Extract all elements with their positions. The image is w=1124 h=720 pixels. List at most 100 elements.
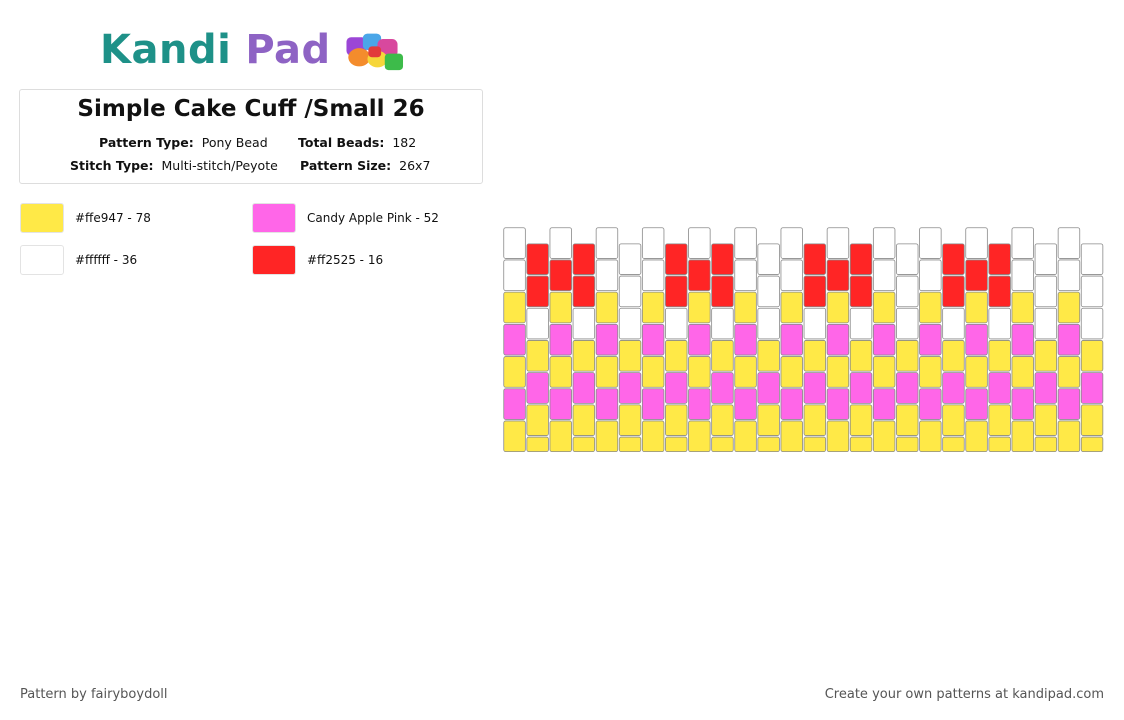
bead: [1057, 388, 1081, 420]
bead: [780, 227, 803, 259]
bead: [803, 372, 827, 404]
bead: [919, 291, 942, 324]
bead: [641, 388, 665, 420]
bead: [641, 291, 665, 324]
bead: [618, 404, 642, 436]
bead: [965, 388, 988, 420]
bead: [826, 291, 850, 324]
bead: [734, 227, 757, 259]
bead: [849, 372, 873, 404]
bead: [618, 275, 642, 308]
bead: [688, 388, 711, 420]
bead: [780, 323, 803, 356]
bead: [595, 323, 619, 356]
bead: [503, 420, 526, 453]
bead: [965, 420, 988, 453]
bead: [526, 436, 549, 453]
bead: [641, 323, 665, 356]
bead: [803, 243, 827, 275]
stitch-type-row: Stitch Type: Multi-stitch/Peyote: [70, 158, 278, 173]
bead: [1057, 291, 1081, 324]
bead: [780, 388, 803, 420]
bead: [896, 404, 919, 436]
bead: [503, 356, 526, 388]
bead: [734, 259, 757, 292]
bead: [641, 356, 665, 388]
bead: [872, 356, 896, 388]
bead: [572, 436, 596, 453]
bead: [757, 340, 780, 372]
bead: [757, 307, 780, 340]
pattern-type-label: Pattern Type:: [99, 135, 194, 150]
bead: [780, 420, 803, 453]
author-credit: Pattern by fairyboydoll: [20, 687, 168, 702]
color-swatch: [252, 245, 296, 275]
bead: [1034, 275, 1058, 308]
bead: [1011, 420, 1034, 453]
bead: [1034, 243, 1058, 275]
color-swatch: [252, 203, 296, 233]
bead: [503, 259, 526, 292]
bead: [1057, 227, 1081, 259]
kandipad-link[interactable]: Create your own patterns at kandipad.com: [824, 687, 1104, 702]
bead: [919, 388, 942, 420]
bead: [711, 436, 734, 453]
bead: [665, 372, 688, 404]
bead: [549, 356, 572, 388]
bead: [618, 372, 642, 404]
bead: [965, 291, 988, 324]
bead: [872, 227, 896, 259]
bead: [803, 404, 827, 436]
logo-word-pad: Pad: [245, 27, 331, 73]
bead: [1011, 291, 1034, 324]
total-beads-row: Total Beads: 182: [298, 135, 416, 150]
bead: [757, 404, 780, 436]
bead: [1057, 356, 1081, 388]
bead: [1057, 323, 1081, 356]
bead: [665, 275, 688, 308]
color-label: #ff2525 - 16: [307, 253, 384, 267]
bead: [1034, 340, 1058, 372]
bead: [826, 420, 850, 453]
bead: [988, 275, 1011, 308]
bead: [896, 275, 919, 308]
bead: [826, 388, 850, 420]
bead: [595, 259, 619, 292]
bead: [965, 259, 988, 292]
bead: [872, 420, 896, 453]
bead: [688, 356, 711, 388]
bead: [665, 404, 688, 436]
bead: [988, 436, 1011, 453]
bead: [803, 340, 827, 372]
bead: [872, 291, 896, 324]
palette-item-yellow: #ffe947 - 78: [20, 203, 151, 233]
bead: [734, 356, 757, 388]
bead: [734, 420, 757, 453]
bead: [618, 243, 642, 275]
bead: [526, 307, 549, 340]
bead: [595, 388, 619, 420]
bead: [1034, 404, 1058, 436]
bead: [549, 323, 572, 356]
bead: [1080, 436, 1104, 453]
bead: [826, 323, 850, 356]
bead: [503, 323, 526, 356]
bead: [942, 307, 965, 340]
bead: [711, 275, 734, 308]
bead: [919, 227, 942, 259]
bead: [549, 291, 572, 324]
bead: [1011, 356, 1034, 388]
bead: [988, 404, 1011, 436]
bead: [595, 420, 619, 453]
bead: [711, 243, 734, 275]
kandi-pad-logo[interactable]: Kandi Pad: [100, 24, 410, 76]
bead: [711, 340, 734, 372]
bead: [896, 243, 919, 275]
bead: [665, 307, 688, 340]
bead: [1057, 259, 1081, 292]
color-label: #ffe947 - 78: [75, 211, 151, 225]
bead: [688, 259, 711, 292]
bead: [572, 340, 596, 372]
bead: [896, 436, 919, 453]
bead: [826, 356, 850, 388]
